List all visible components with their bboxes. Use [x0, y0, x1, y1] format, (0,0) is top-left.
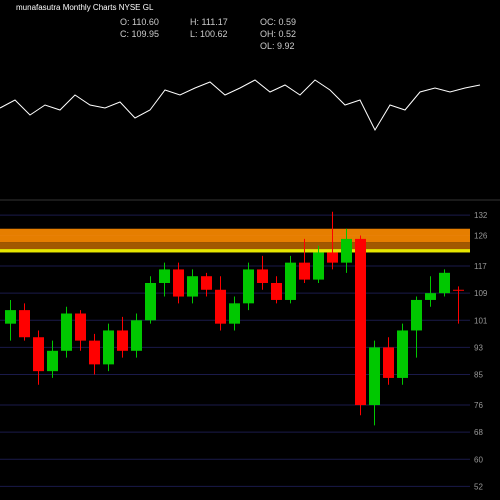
candle-body: [173, 269, 184, 296]
candle-body: [383, 347, 394, 378]
ohlc-readout: O: 110.60 H: 111.17 OC: 0.59 C: 109.95 L…: [120, 16, 330, 52]
candle-body: [439, 273, 450, 293]
candle-body: [33, 337, 44, 371]
candle-body: [5, 310, 16, 324]
candle-body: [369, 347, 380, 405]
h-label: H:: [190, 17, 199, 27]
oc-value: 0.59: [279, 17, 297, 27]
price-zone: [0, 249, 470, 252]
candle-body: [243, 269, 254, 303]
chart-container: munafasutra Monthly Charts NYSE GL O: 11…: [0, 0, 500, 500]
candle-body: [285, 263, 296, 300]
candle-body: [299, 263, 310, 280]
candle-body: [257, 269, 268, 283]
h-value: 111.17: [202, 17, 228, 27]
y-tick-label: 132: [474, 211, 488, 220]
candle-body: [397, 330, 408, 377]
y-tick-label: 52: [474, 482, 483, 491]
candle-body: [313, 252, 324, 279]
candle-body: [117, 330, 128, 350]
candle-body: [425, 293, 436, 300]
price-zone: [0, 242, 470, 249]
y-tick-label: 60: [474, 455, 483, 464]
l-value: 100.62: [200, 29, 228, 39]
candle-body: [341, 239, 352, 263]
candle-body: [145, 283, 156, 320]
candle-body: [201, 276, 212, 290]
candle-body: [75, 314, 86, 341]
o-label: O:: [120, 17, 130, 27]
chart-svg[interactable]: 52 60 68 76 85 93 101 109 117 126 132: [0, 0, 500, 500]
candle-body: [453, 290, 464, 291]
y-tick-label: 93: [474, 343, 483, 352]
oh-value: 0.52: [279, 29, 297, 39]
l-label: L:: [190, 29, 198, 39]
candle-body: [89, 341, 100, 365]
price-zone: [0, 229, 470, 243]
y-tick-label: 85: [474, 371, 483, 380]
candle-body: [271, 283, 282, 300]
candle-body: [327, 252, 338, 262]
candle-body: [187, 276, 198, 296]
candle-body: [159, 269, 170, 283]
ol-label: OL:: [260, 41, 275, 51]
candle-body: [103, 330, 114, 364]
y-tick-label: 117: [474, 262, 487, 271]
c-value: 109.95: [132, 29, 160, 39]
o-value: 110.60: [132, 17, 159, 27]
y-tick-label: 76: [474, 401, 483, 410]
candle-body: [355, 239, 366, 405]
candle-body: [131, 320, 142, 351]
ol-value: 9.92: [277, 41, 295, 51]
y-tick-label: 126: [474, 232, 488, 241]
y-tick-label: 109: [474, 289, 488, 298]
candle-body: [411, 300, 422, 331]
y-tick-label: 68: [474, 428, 483, 437]
candle-body: [19, 310, 30, 337]
candle-body: [47, 351, 58, 371]
oc-label: OC:: [260, 17, 276, 27]
y-tick-label: 101: [474, 316, 488, 325]
c-label: C:: [120, 29, 129, 39]
chart-title: munafasutra Monthly Charts NYSE GL: [16, 3, 153, 12]
oh-label: OH:: [260, 29, 276, 39]
indicator-line: [0, 80, 480, 130]
candle-body: [215, 290, 226, 324]
candle-body: [61, 314, 72, 351]
candle-body: [229, 303, 240, 323]
